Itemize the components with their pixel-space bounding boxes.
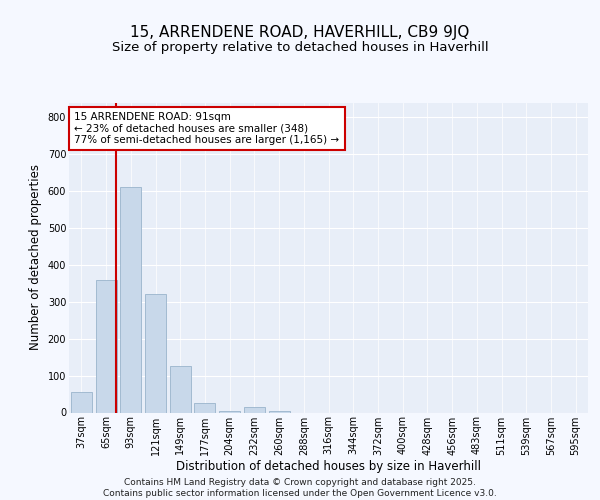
Bar	[95, 280, 116, 412]
Bar	[194, 404, 215, 412]
Bar	[244, 407, 265, 412]
Text: 15 ARRENDENE ROAD: 91sqm
← 23% of detached houses are smaller (348)
77% of semi-: 15 ARRENDENE ROAD: 91sqm ← 23% of detach…	[74, 112, 340, 145]
Bar	[170, 366, 191, 412]
X-axis label: Distribution of detached houses by size in Haverhill: Distribution of detached houses by size …	[176, 460, 481, 473]
Bar	[145, 294, 166, 412]
Text: 15, ARRENDENE ROAD, HAVERHILL, CB9 9JQ: 15, ARRENDENE ROAD, HAVERHILL, CB9 9JQ	[130, 25, 470, 40]
Text: Size of property relative to detached houses in Haverhill: Size of property relative to detached ho…	[112, 41, 488, 54]
Bar	[120, 188, 141, 412]
Bar	[269, 410, 290, 412]
Text: Contains HM Land Registry data © Crown copyright and database right 2025.
Contai: Contains HM Land Registry data © Crown c…	[103, 478, 497, 498]
Y-axis label: Number of detached properties: Number of detached properties	[29, 164, 42, 350]
Bar	[219, 410, 240, 412]
Bar	[71, 392, 92, 412]
